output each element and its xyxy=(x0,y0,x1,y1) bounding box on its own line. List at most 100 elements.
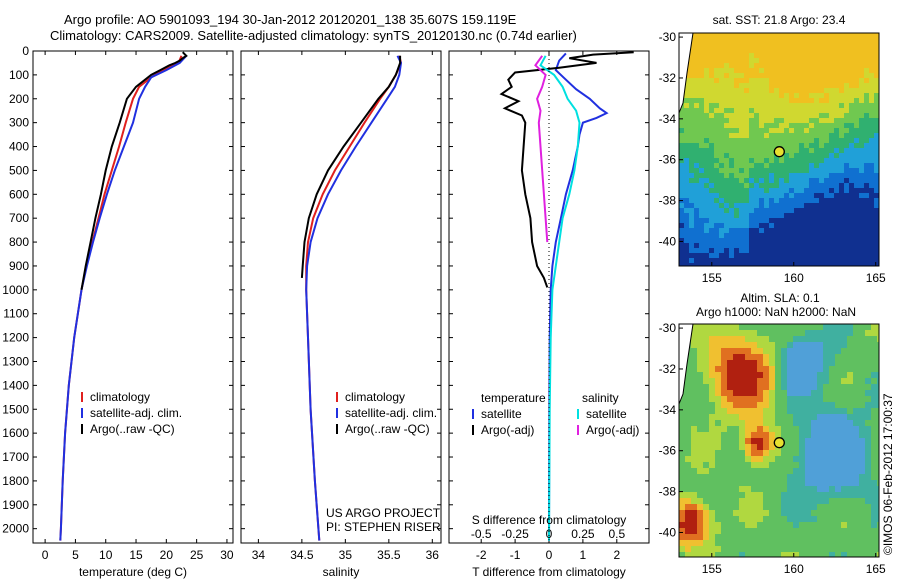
map-cell xyxy=(689,148,694,153)
map-cell xyxy=(759,138,764,143)
map-cell xyxy=(854,263,859,266)
map-cell xyxy=(733,384,739,390)
map-cell xyxy=(739,48,744,53)
map-cell xyxy=(697,384,703,390)
map-cell xyxy=(814,143,819,148)
map-cell xyxy=(829,123,834,128)
map-cell xyxy=(793,408,799,414)
map-cell xyxy=(774,258,779,263)
map-cell xyxy=(734,193,739,198)
map-cell xyxy=(749,168,754,173)
map-cell xyxy=(834,123,839,128)
map-cell xyxy=(759,258,764,263)
map-cell xyxy=(759,168,764,173)
map-cell xyxy=(835,504,841,510)
map-cell xyxy=(774,218,779,223)
map-cell xyxy=(859,510,865,516)
map-cell xyxy=(835,324,841,330)
map-cell xyxy=(854,243,859,248)
map-cell xyxy=(869,188,874,193)
map-cell xyxy=(697,546,703,552)
map-cell xyxy=(769,263,774,266)
map-cell xyxy=(859,128,864,133)
map-cell xyxy=(769,378,775,384)
map-cell xyxy=(744,73,749,78)
map-cell xyxy=(754,263,759,266)
map-cell xyxy=(724,43,729,48)
map-cell xyxy=(699,178,704,183)
map-cell xyxy=(724,238,729,243)
map-cell xyxy=(809,158,814,163)
map-cell xyxy=(839,63,844,68)
map-cell xyxy=(733,468,739,474)
map-cell xyxy=(877,348,879,354)
map-cell xyxy=(787,480,793,486)
map-cell xyxy=(877,474,879,480)
map-cell xyxy=(787,486,793,492)
map-cell xyxy=(739,534,745,540)
map-cell xyxy=(859,354,865,360)
map-cell xyxy=(829,63,834,68)
map-cell xyxy=(751,552,757,557)
map-cell xyxy=(749,53,754,58)
map-cell xyxy=(769,360,775,366)
map-cell xyxy=(721,426,727,432)
map-cell xyxy=(877,336,879,342)
map-cell xyxy=(724,128,729,133)
map-cell xyxy=(844,193,849,198)
map-cell xyxy=(754,153,759,158)
map-cell xyxy=(793,414,799,420)
map-cell xyxy=(689,143,694,148)
map-cell xyxy=(745,426,751,432)
map-cell xyxy=(799,462,805,468)
x-tick-label: 34 xyxy=(252,548,266,562)
map-cell xyxy=(769,390,775,396)
map-cell xyxy=(749,198,754,203)
map-cell xyxy=(853,546,859,552)
map-cell xyxy=(775,480,781,486)
map-cell xyxy=(834,88,839,93)
map-cell xyxy=(679,173,684,178)
map-cell xyxy=(714,103,719,108)
map-cell xyxy=(763,468,769,474)
map-cell xyxy=(859,233,864,238)
map-cell xyxy=(764,218,769,223)
map-cell xyxy=(869,163,874,168)
y-tick-label: 1200 xyxy=(2,331,29,345)
map-cell xyxy=(829,163,834,168)
map-cell xyxy=(774,68,779,73)
map-cell xyxy=(759,218,764,223)
map-cell xyxy=(871,348,877,354)
map-cell xyxy=(844,53,849,58)
map-cell xyxy=(774,178,779,183)
map-cell xyxy=(715,486,721,492)
map-cell xyxy=(844,83,849,88)
map-cell xyxy=(814,238,819,243)
map-cell xyxy=(769,414,775,420)
map-cell xyxy=(733,552,739,557)
map-cell xyxy=(784,148,789,153)
map-cell xyxy=(854,53,859,58)
map-cell xyxy=(721,552,727,557)
map-cell xyxy=(811,444,817,450)
map-cell xyxy=(689,253,694,258)
map-cell xyxy=(774,193,779,198)
map-cell xyxy=(814,198,819,203)
map-cell xyxy=(757,492,763,498)
map-cell xyxy=(709,158,714,163)
map-cell xyxy=(835,480,841,486)
map-cell xyxy=(829,83,834,88)
map-cell xyxy=(859,163,864,168)
map-cell xyxy=(787,540,793,546)
map-cell xyxy=(794,188,799,193)
y-tick-label: 1800 xyxy=(2,474,29,488)
map-cell xyxy=(787,408,793,414)
map-cell xyxy=(699,213,704,218)
map-cell xyxy=(694,163,699,168)
map-cell xyxy=(799,324,805,330)
map-cell xyxy=(703,528,709,534)
map-cell xyxy=(799,168,804,173)
map-cell xyxy=(739,258,744,263)
map-cell xyxy=(679,138,684,143)
map-cell xyxy=(865,516,871,522)
